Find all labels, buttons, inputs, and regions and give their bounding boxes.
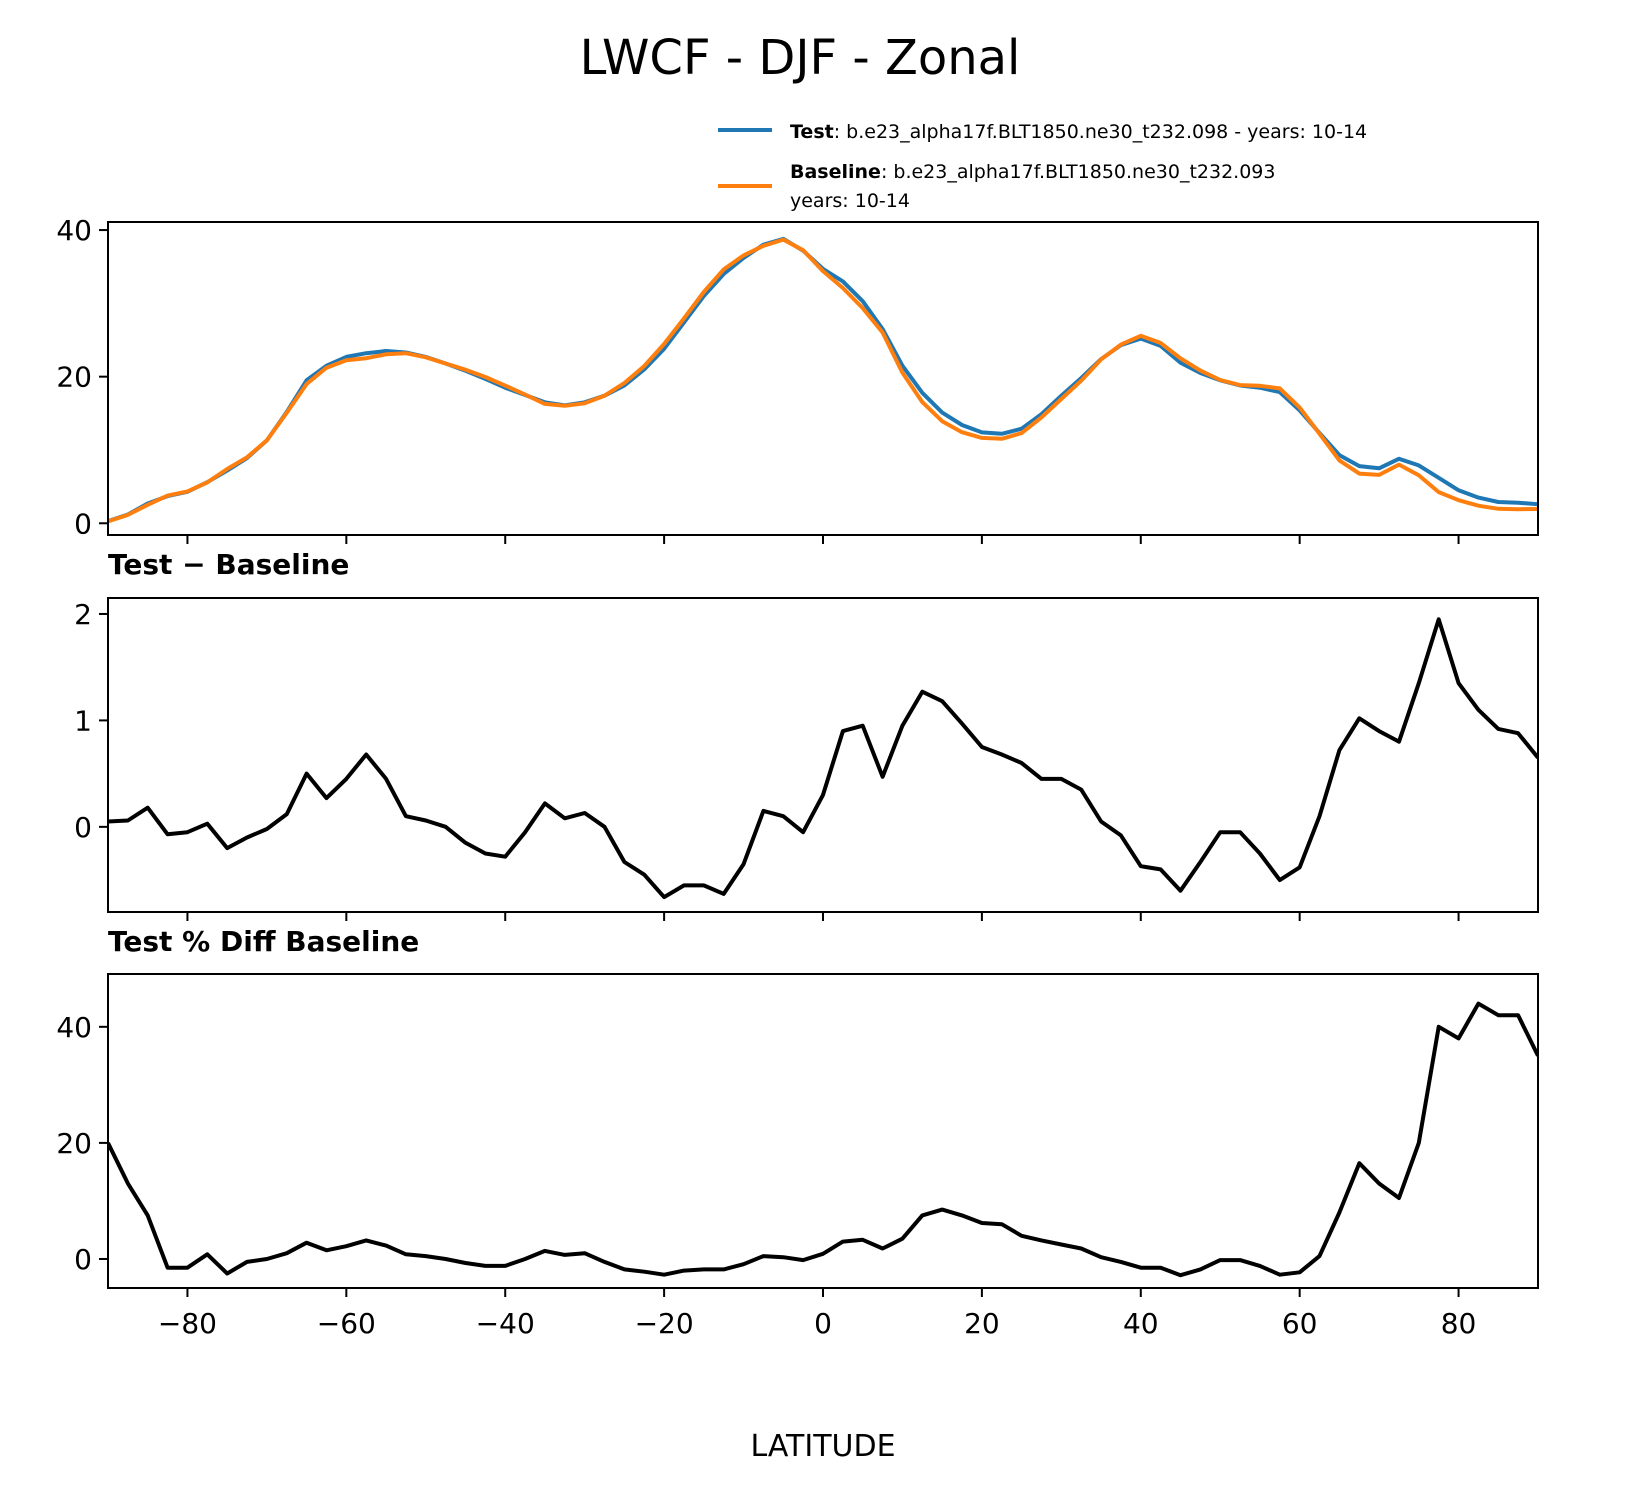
y-tick-label: 2 [74, 598, 92, 631]
series-line-baseline [108, 237, 1538, 524]
legend-text-baseline-line2: years: 10-14 [790, 190, 910, 212]
x-tick-label: −60 [317, 1307, 376, 1340]
y-tick-label: 40 [56, 1011, 92, 1044]
plot-frame [107, 973, 1539, 1289]
x-tick-label: 40 [1123, 1307, 1159, 1340]
series-line-test-diff-baseline [108, 1001, 1538, 1278]
y-tick-label: 20 [56, 1127, 92, 1160]
legend-text-baseline: : b.e23_alpha17f.BLT1850.ne30_t232.093 [881, 161, 1276, 183]
panel3-title: Test % Diff Baseline [108, 925, 419, 958]
y-tick-label: 1 [74, 704, 92, 737]
x-tick-label: 0 [814, 1307, 832, 1340]
x-tick-label: 20 [964, 1307, 1000, 1340]
series-line-test [108, 236, 1538, 523]
legend-text-test: : b.e23_alpha17f.BLT1850.ne30_t232.098 -… [834, 121, 1367, 143]
chart-title: LWCF - DJF - Zonal [580, 30, 1021, 86]
plot-frame [107, 597, 1539, 913]
series-line-test-baseline [108, 617, 1538, 900]
x-tick-label: 60 [1282, 1307, 1318, 1340]
x-tick-label: 80 [1441, 1307, 1477, 1340]
panel-1: 0 20 40 [56, 214, 1539, 544]
x-tick-label: −20 [635, 1307, 694, 1340]
x-axis-label: LATITUDE [750, 1429, 895, 1464]
panel-3: 0 20 40 −80 −60 −40 −20 0 20 40 60 80 [56, 973, 1539, 1340]
panel2-title: Test − Baseline [108, 548, 349, 581]
y-tick-label: 40 [56, 214, 92, 247]
legend-name-baseline: Baseline [790, 161, 881, 183]
panel-2: 0 1 2 [74, 597, 1539, 921]
y-tick-label: 20 [56, 361, 92, 394]
y-tick-label: 0 [74, 507, 92, 540]
x-tick-label: −40 [476, 1307, 535, 1340]
legend-entry-baseline: Baseline: b.e23_alpha17f.BLT1850.ne30_t2… [790, 161, 1275, 183]
legend-name-test: Test [790, 121, 834, 143]
legend-entry-test: Test: b.e23_alpha17f.BLT1850.ne30_t232.0… [790, 121, 1367, 143]
y-tick-label: 0 [74, 1243, 92, 1276]
legend: Test: b.e23_alpha17f.BLT1850.ne30_t232.0… [718, 121, 1367, 212]
x-tick-label: −80 [158, 1307, 217, 1340]
y-tick-label: 0 [74, 811, 92, 844]
